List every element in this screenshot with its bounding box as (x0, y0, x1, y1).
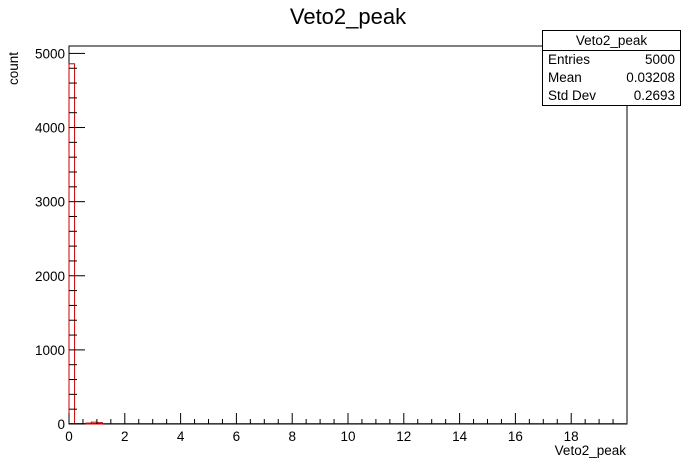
x-tick-label: 8 (288, 429, 296, 444)
x-tick-label: 14 (452, 429, 468, 444)
x-tick-label: 0 (65, 429, 73, 444)
stats-row-mean: Mean 0.03208 (543, 69, 680, 87)
x-tick-label: 12 (396, 429, 411, 444)
stats-box: Veto2_peak Entries 5000 Mean 0.03208 Std… (542, 30, 681, 106)
stats-value: 5000 (644, 52, 675, 67)
stats-title: Veto2_peak (543, 31, 680, 51)
y-tick-label: 2000 (35, 269, 65, 284)
x-tick-label: 16 (508, 429, 523, 444)
y-tick-label: 5000 (35, 46, 65, 61)
x-tick-label: 4 (177, 429, 185, 444)
x-axis-label: Veto2_peak (554, 443, 626, 458)
x-tick-label: 6 (233, 429, 241, 444)
stats-label: Entries (548, 52, 591, 67)
stats-value: 0.03208 (626, 70, 675, 85)
chart-title: Veto2_peak (289, 4, 407, 29)
y-tick-label: 0 (57, 417, 65, 432)
x-tick-label: 18 (564, 429, 579, 444)
stats-row-entries: Entries 5000 (543, 51, 680, 69)
stats-row-stddev: Std Dev 0.2693 (543, 87, 680, 105)
y-tick-label: 1000 (35, 343, 65, 358)
x-tick-label: 10 (340, 429, 355, 444)
x-tick-label: 2 (121, 429, 129, 444)
histogram-bar (68, 63, 76, 425)
y-axis-label: count (6, 51, 21, 85)
histogram-bar (85, 422, 92, 425)
stats-value: 0.2693 (633, 88, 675, 103)
stats-label: Std Dev (548, 88, 597, 103)
y-tick-label: 3000 (35, 195, 65, 210)
y-tick-label: 4000 (35, 121, 65, 136)
stats-label: Mean (548, 70, 582, 85)
